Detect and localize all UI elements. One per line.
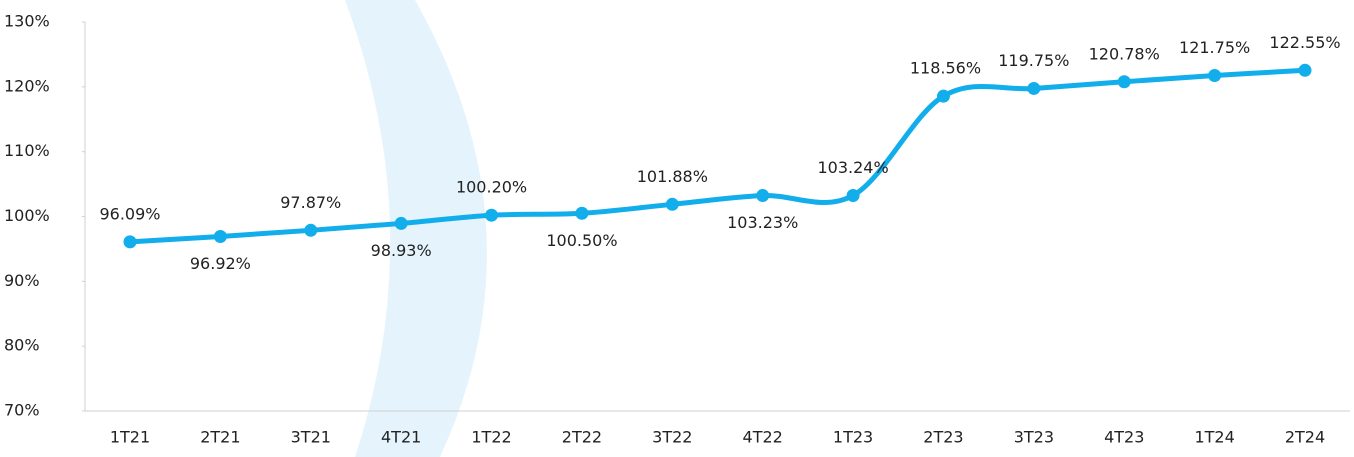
data-label: 97.87% [280,193,341,212]
x-tick-label: 3T22 [652,428,692,447]
y-tick-label: 120% [4,76,50,95]
data-label: 103.24% [817,158,888,177]
x-tick-label: 1T21 [110,428,150,447]
x-tick-label: 4T23 [1104,428,1144,447]
data-point [665,197,679,211]
data-point [936,89,950,103]
data-point [756,189,770,203]
data-label: 118.56% [910,59,981,78]
data-label: 96.09% [99,204,160,223]
data-label: 96.92% [190,254,251,273]
y-tick-label: 100% [4,206,50,225]
data-point [1117,75,1131,89]
x-tick-label: 2T21 [200,428,240,447]
x-tick-label: 2T24 [1285,428,1325,447]
data-point [394,216,408,230]
background-arc [345,0,487,457]
x-tick-label: 4T21 [381,428,421,447]
data-label: 120.78% [1089,44,1160,63]
x-tick-label: 4T22 [743,428,783,447]
data-label: 100.20% [456,178,527,197]
data-label: 119.75% [998,51,1069,70]
y-tick-label: 130% [4,12,50,31]
x-tick-label: 3T21 [291,428,331,447]
data-label: 100.50% [546,231,617,250]
series-line [127,67,1308,245]
y-tick-label: 70% [4,401,40,420]
data-label: 98.93% [371,241,432,260]
x-tick-label: 2T23 [923,428,963,447]
data-label: 121.75% [1179,38,1250,57]
data-point [1208,68,1222,82]
y-tick-label: 110% [4,141,50,160]
data-point [575,206,589,220]
data-point [304,223,318,237]
x-tick-label: 1T22 [471,428,511,447]
data-point [1027,81,1041,95]
y-tick-label: 90% [4,271,40,290]
x-tick-label: 3T23 [1014,428,1054,447]
data-point [213,229,227,243]
data-point [846,188,860,202]
x-tick-label: 1T24 [1194,428,1234,447]
data-point [123,235,137,249]
data-label: 103.23% [727,213,798,232]
data-point [1298,63,1312,77]
x-tick-label: 2T22 [562,428,602,447]
data-label: 101.88% [637,167,708,186]
x-tick-label: 1T23 [833,428,873,447]
data-point [485,208,499,222]
y-tick-label: 80% [4,336,40,355]
data-label: 122.55% [1269,33,1340,52]
